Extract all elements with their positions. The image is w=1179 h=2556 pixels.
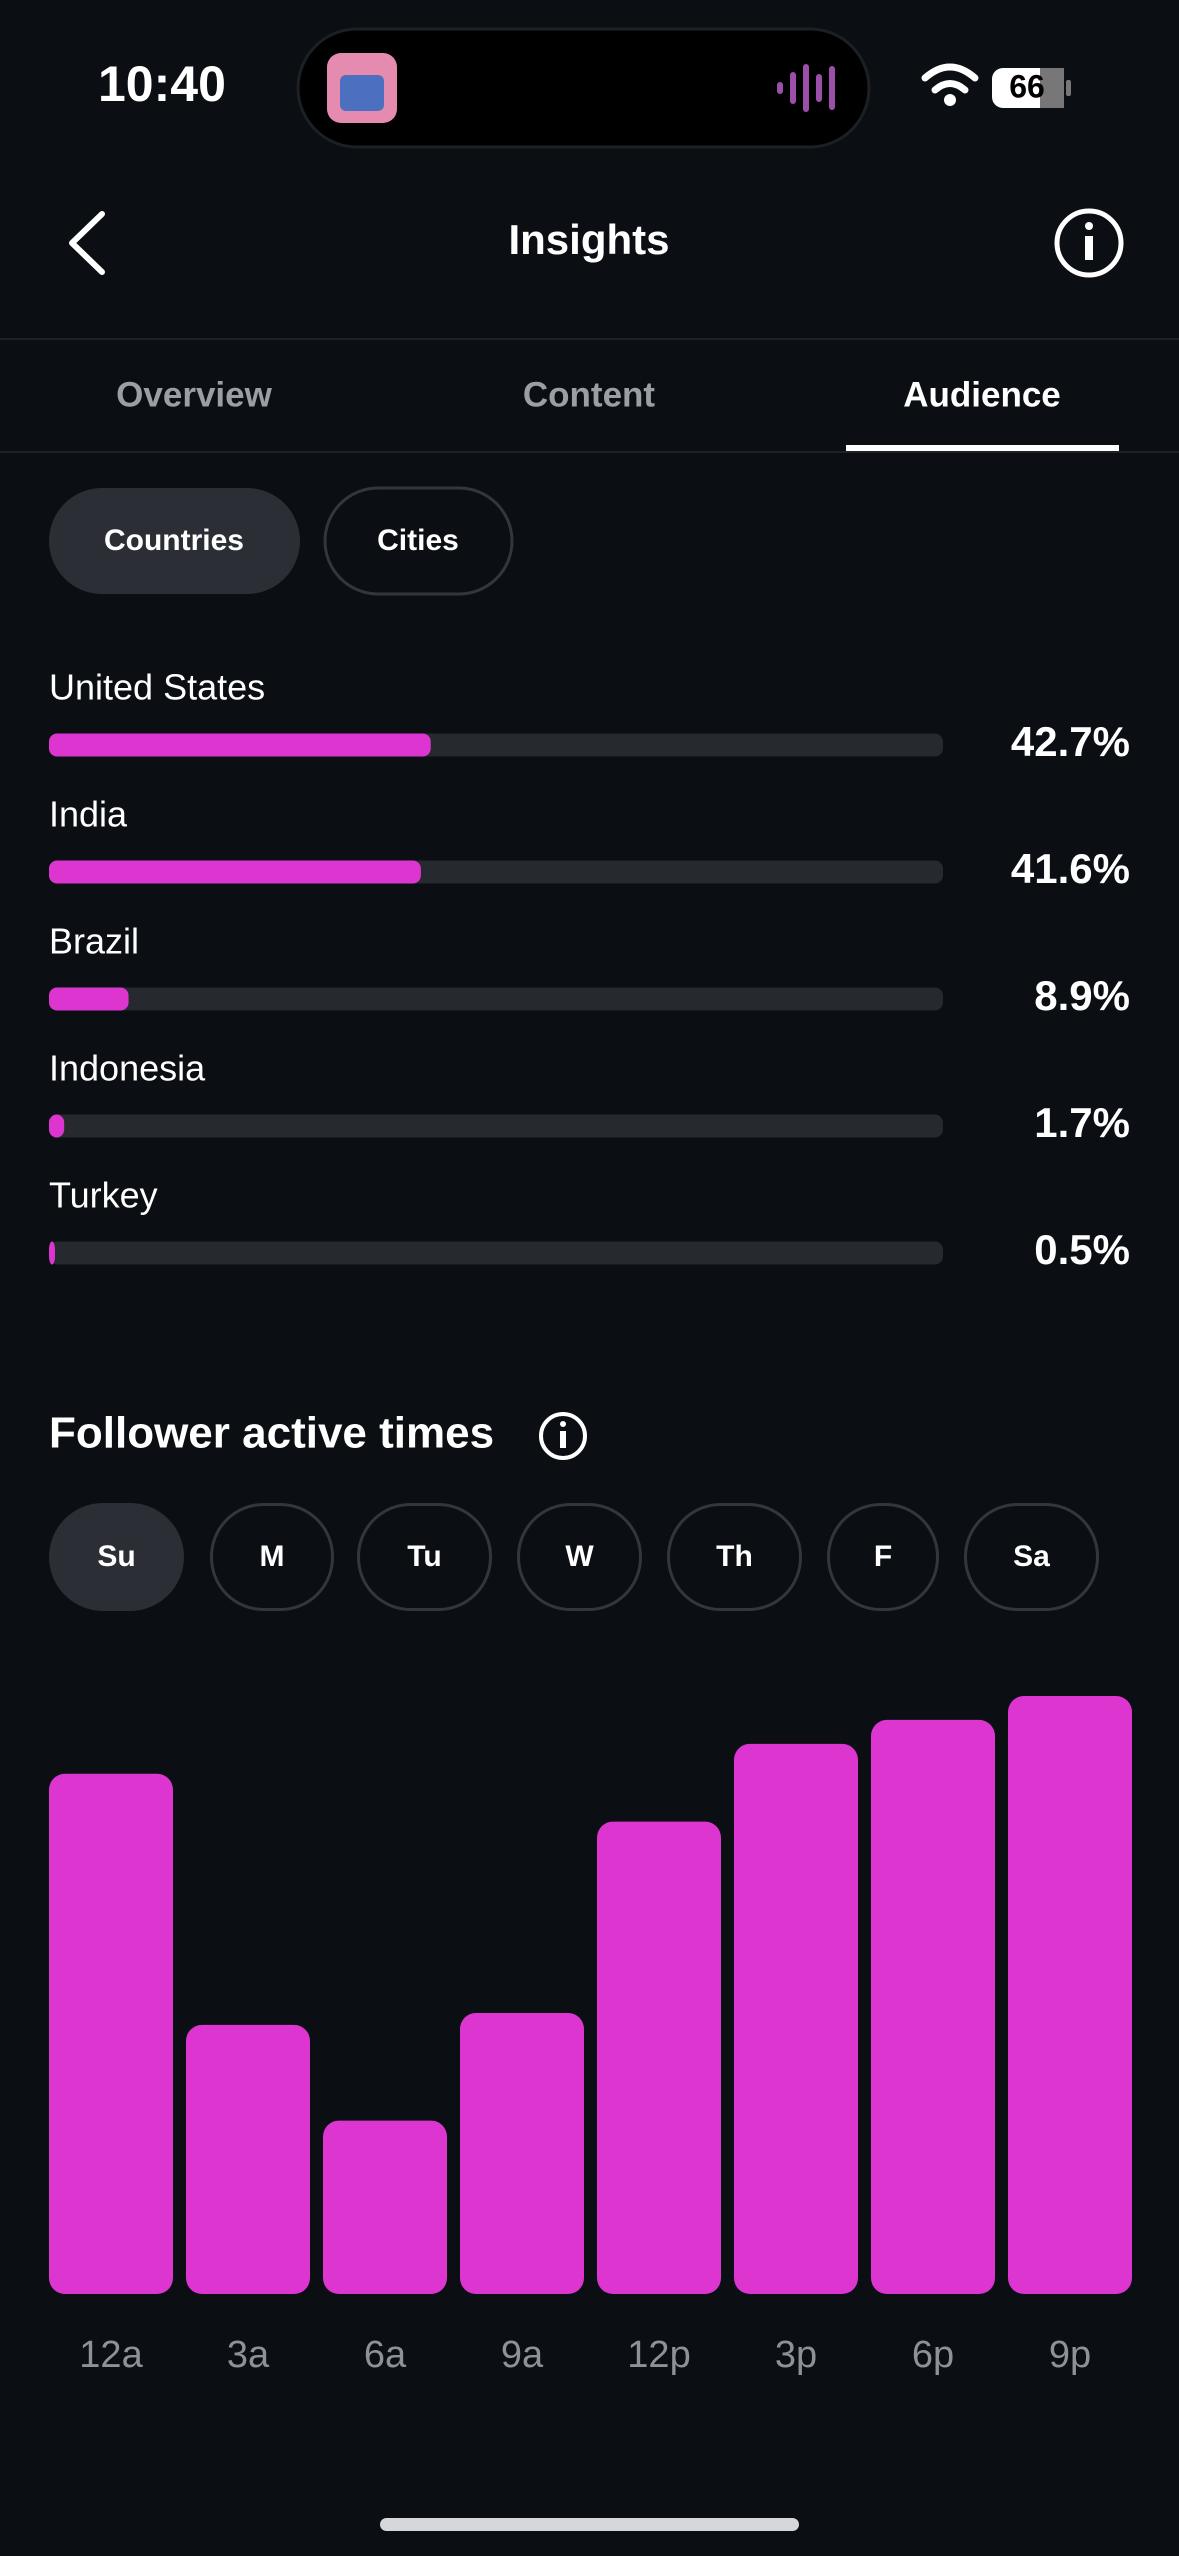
x-tick-label: 6p <box>912 2334 954 2376</box>
bar <box>49 1241 55 1265</box>
value-label: 41.6% <box>1011 845 1130 892</box>
bar <box>186 2024 310 2294</box>
day-label[interactable]: Sa <box>1013 1540 1050 1573</box>
filter-chip-active[interactable] <box>49 488 300 594</box>
page-title: Insights <box>508 216 669 263</box>
audio-waveform <box>777 64 835 112</box>
tab[interactable]: Overview <box>116 375 272 414</box>
filter-label[interactable]: Cities <box>377 524 459 557</box>
value-label: 1.7% <box>1034 1099 1130 1146</box>
day-chip[interactable] <box>667 1503 802 1611</box>
day-chip-active[interactable] <box>49 1503 184 1611</box>
day-chip[interactable] <box>827 1503 939 1611</box>
back-button[interactable] <box>69 211 105 275</box>
filter-chip[interactable] <box>323 486 514 596</box>
bar <box>49 1773 173 2294</box>
country-name: Turkey <box>49 1175 158 1216</box>
bar <box>1008 1696 1132 2294</box>
wifi-icon <box>921 63 979 94</box>
active-times-chart: 12a 3a 6a 9a 12p 3p 6p 9p <box>49 1696 1132 2376</box>
section-title: Follower active times <box>49 1409 494 1458</box>
dynamic-island <box>296 27 871 149</box>
bar <box>871 1719 995 2294</box>
day-chip[interactable] <box>964 1503 1099 1611</box>
battery-cap <box>1066 80 1071 96</box>
x-tick-label: 9a <box>501 2334 544 2376</box>
day-label[interactable]: F <box>874 1540 892 1573</box>
battery-empty <box>1040 68 1064 108</box>
value-label: 0.5% <box>1034 1226 1130 1273</box>
bar <box>49 987 129 1011</box>
day-chip[interactable] <box>210 1503 334 1611</box>
day-selector: Su M Tu W Th F Sa <box>49 1503 1099 1611</box>
x-tick-label: 12p <box>627 2334 690 2376</box>
battery-level: 66 <box>1009 68 1045 104</box>
x-tick-label: 6a <box>364 2334 407 2376</box>
day-label[interactable]: Su <box>97 1540 135 1573</box>
status-time: 10:40 <box>98 56 226 112</box>
country-name: Indonesia <box>49 1048 206 1089</box>
bar <box>597 1821 721 2294</box>
home-indicator <box>380 2518 799 2531</box>
info-button[interactable] <box>1054 208 1124 278</box>
country-name: India <box>49 794 128 835</box>
bar-track <box>49 1241 943 1265</box>
tab-underline <box>846 445 1119 451</box>
x-tick-label: 3p <box>775 2334 817 2376</box>
country-list: United States 42.7% India 41.6% Brazil 8.9% In… <box>49 667 1130 1273</box>
x-tick-label: 3a <box>227 2334 270 2376</box>
bar <box>49 860 421 884</box>
country-name: Brazil <box>49 921 139 962</box>
day-label[interactable]: W <box>565 1540 594 1573</box>
bar-track <box>49 1114 943 1138</box>
value-label: 42.7% <box>1011 718 1130 765</box>
tab[interactable]: Content <box>523 375 656 414</box>
bar-track <box>49 987 943 1011</box>
section-info-button[interactable] <box>539 1412 587 1460</box>
day-label[interactable]: Th <box>716 1540 753 1573</box>
tab-active[interactable]: Audience <box>903 375 1061 414</box>
filter-label[interactable]: Countries <box>104 524 244 557</box>
bar <box>734 1743 858 2294</box>
x-tick-label: 9p <box>1049 2334 1091 2376</box>
day-chip[interactable] <box>517 1503 642 1611</box>
day-label[interactable]: Tu <box>407 1540 441 1573</box>
country-name: United States <box>49 667 265 708</box>
value-label: 8.9% <box>1034 972 1130 1019</box>
bar <box>460 2012 584 2294</box>
bar <box>49 733 431 757</box>
day-label[interactable]: M <box>260 1540 285 1573</box>
bar <box>323 2120 447 2294</box>
day-chip[interactable] <box>357 1503 492 1611</box>
artwork-detail <box>340 75 384 111</box>
wifi-dot <box>944 94 956 106</box>
x-tick-label: 12a <box>79 2334 143 2376</box>
bar <box>49 1114 65 1138</box>
